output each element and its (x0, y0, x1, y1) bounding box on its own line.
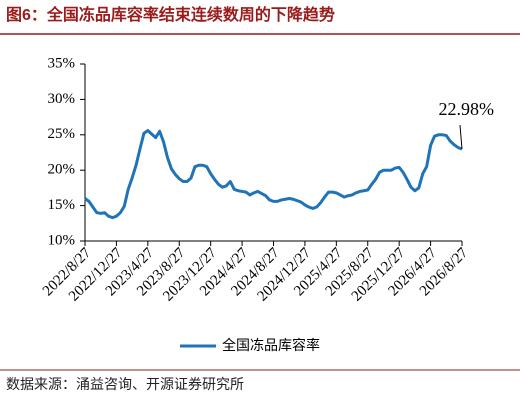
y-tick-label: 10% (48, 232, 76, 248)
source: 数据来源：涌益咨询、开源证券研究所 (6, 377, 244, 393)
y-tick-label: 25% (48, 126, 76, 142)
y-tick-label: 30% (48, 91, 76, 107)
chart-title: 图6：全国冻品库容率结束连续数周的下降趋势 (6, 5, 335, 24)
series-line (84, 129, 463, 220)
legend-label: 全国冻品库容率 (222, 337, 320, 354)
y-tick-label: 20% (48, 162, 76, 178)
label-leader (459, 125, 463, 150)
y-tick-label: 35% (48, 55, 76, 71)
data-label: 22.98% (439, 99, 495, 119)
y-tick-label: 15% (48, 197, 76, 213)
